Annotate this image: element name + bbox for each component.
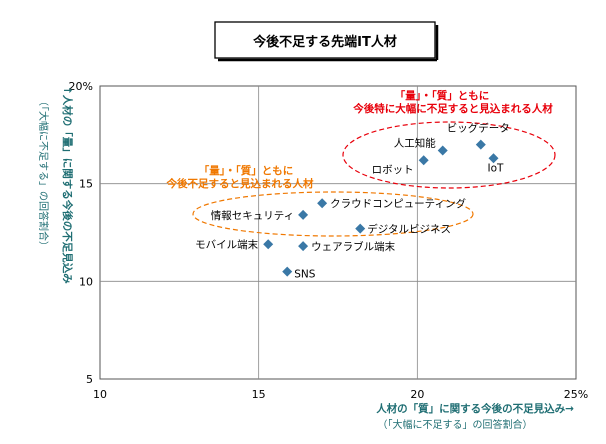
point-label: クラウドコンピューティング <box>330 197 466 210</box>
point-label: IoT <box>487 162 504 174</box>
data-point <box>488 153 499 164</box>
data-point <box>282 266 293 277</box>
x-tick-labels: 10 15 20 25% <box>93 388 588 401</box>
data-point <box>263 239 274 250</box>
point-label: ロボット <box>372 164 414 176</box>
red-annotation-line2: 今後特に大幅に不足すると見込まれる人材 <box>352 102 553 115</box>
y-tick-labels: 5 10 15 20% <box>69 80 93 386</box>
orange-group-ellipse <box>192 191 474 237</box>
chart-title: 今後不足する先端IT人材 <box>252 34 397 50</box>
point-label: SNS <box>294 269 316 281</box>
data-point <box>298 241 309 252</box>
data-point <box>317 198 328 209</box>
y-axis-label: ↑人材の「量」に関する今後の不足見込み <box>61 86 74 284</box>
title-box <box>214 21 436 59</box>
y-tick-label: 15 <box>79 178 93 191</box>
x-tick-label: 25% <box>564 388 588 401</box>
x-tick-label: 10 <box>93 388 107 401</box>
orange-annotation-line1: 「量」・「質」ともに <box>199 164 294 177</box>
point-label: ビッグデータ <box>447 122 510 135</box>
data-point <box>355 223 366 234</box>
point-label: 人工知能 <box>394 136 436 149</box>
y-axis-note: （「大幅に不足する」の回答割合） <box>37 96 50 251</box>
data-point <box>437 145 448 156</box>
point-label: モバイル端末 <box>195 238 258 251</box>
y-tick-label: 10 <box>79 275 93 288</box>
gridlines <box>100 86 576 379</box>
point-label: ウェアラブル端末 <box>311 240 395 253</box>
data-point <box>475 139 486 150</box>
x-axis-note: （「大幅に不足する」の回答割合） <box>378 418 533 431</box>
x-axis-label: 人材の「質」に関する今後の不足見込み→ <box>376 402 574 415</box>
data-point <box>418 155 429 166</box>
plot-frame <box>99 85 577 380</box>
x-tick-label: 15 <box>252 388 266 401</box>
orange-annotation-line2: 今後不足すると見込まれる人材 <box>166 177 314 190</box>
red-annotation-line1: 「量」・「質」ともに <box>395 89 490 102</box>
point-label: デジタルビジネス <box>367 223 451 236</box>
x-tick-label: 20 <box>410 388 424 401</box>
point-label: 情報セキュリティ <box>211 209 294 222</box>
data-points <box>263 139 499 277</box>
y-tick-label: 5 <box>86 373 93 386</box>
y-tick-label: 20% <box>69 80 93 93</box>
data-point <box>298 209 309 220</box>
red-group-ellipse <box>342 121 556 189</box>
